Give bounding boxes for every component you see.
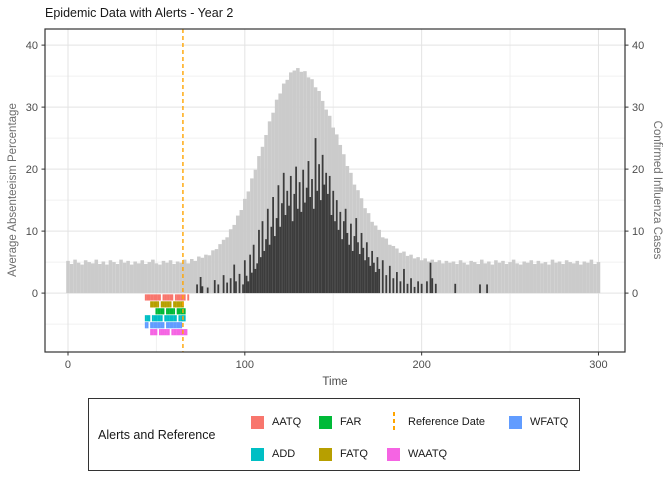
- legend-item-fatq: FATQ: [319, 448, 368, 461]
- legend-label-wfatq: WFATQ: [530, 416, 569, 428]
- svg-text:200: 200: [412, 359, 430, 371]
- svg-text:0: 0: [65, 359, 71, 371]
- chart-title: Epidemic Data with Alerts - Year 2: [45, 6, 234, 20]
- legend-item-waatq: WAATQ: [387, 448, 447, 461]
- legend-label-add: ADD: [272, 448, 296, 460]
- svg-text:40: 40: [26, 40, 38, 52]
- svg-text:0: 0: [632, 288, 638, 300]
- fatq-swatch-icon: [319, 448, 332, 461]
- svg-text:20: 20: [632, 164, 644, 176]
- add-swatch-icon: [251, 448, 264, 461]
- legend-item-far: FAR: [319, 416, 361, 429]
- svg-text:30: 30: [26, 102, 38, 114]
- svg-text:0: 0: [32, 288, 38, 300]
- svg-text:100: 100: [236, 359, 254, 371]
- svg-text:10: 10: [632, 226, 644, 238]
- legend-item-reference-date: Reference Date: [387, 412, 485, 432]
- y-axis-title-right: Confirmed Influenza Cases: [651, 120, 663, 260]
- legend-item-add: ADD: [251, 448, 295, 461]
- legend-item-aatq: AATQ: [251, 416, 301, 429]
- x-axis-title: Time: [322, 376, 348, 388]
- legend-label-far: FAR: [340, 416, 362, 428]
- legend-title: Alerts and Reference: [98, 427, 216, 442]
- svg-text:40: 40: [632, 40, 644, 52]
- reference-date-dashed-line-icon: [393, 412, 395, 432]
- legend-label-aatq: AATQ: [272, 416, 302, 428]
- legend: Alerts and Reference AATQ ADD FAR FATQ R…: [88, 398, 580, 471]
- far-swatch-icon: [319, 416, 332, 429]
- svg-text:10: 10: [26, 226, 38, 238]
- svg-text:30: 30: [632, 102, 644, 114]
- waatq-swatch-icon: [387, 448, 400, 461]
- legend-item-wfatq: WFATQ: [509, 416, 568, 429]
- legend-label-fatq: FATQ: [340, 448, 368, 460]
- svg-text:20: 20: [26, 164, 38, 176]
- wfatq-swatch-icon: [509, 416, 522, 429]
- svg-text:300: 300: [589, 359, 607, 371]
- y-axis-title-left: Average Absenteeism Percentage: [7, 103, 19, 277]
- legend-label-reference-date: Reference Date: [408, 415, 486, 428]
- legend-label-waatq: WAATQ: [408, 448, 448, 460]
- aatq-swatch-icon: [251, 416, 264, 429]
